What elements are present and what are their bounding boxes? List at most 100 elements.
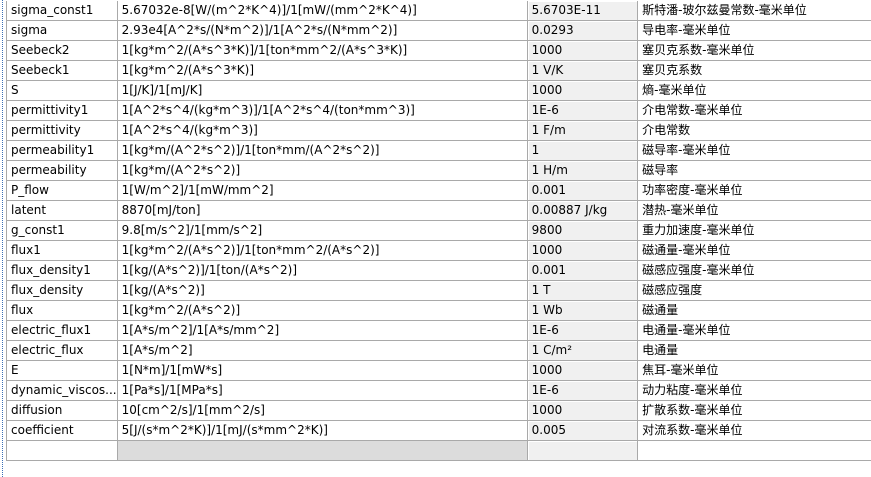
parameter-description-cell[interactable]: 介电常数	[637, 120, 871, 141]
parameter-description-cell[interactable]: 潜热-毫米单位	[637, 200, 871, 221]
table-row[interactable]: g_const1 9.8[m/s^2]/1[mm/s^2] 9800 重力加速度-毫米…	[6, 220, 871, 241]
parameter-description-cell[interactable]: 磁通量-毫米单位	[637, 240, 871, 261]
table-row[interactable]: flux_density1 1[kg/(A*s^2)]/1[ton/(A*s^2)…	[6, 260, 871, 281]
parameter-description-cell[interactable]: 功率密度-毫米单位	[637, 180, 871, 201]
parameters-table: sigma_const1 5.67032e-8[W/(m^2*K^4)]/1[mW…	[6, 1, 871, 461]
table-row[interactable]: electric_flux1 1[A*s/m^2]/1[A*s/mm^2] 1E-6…	[6, 320, 871, 341]
table-row[interactable]: latent 8870[mJ/ton] 0.00887 J/kg 潜热-毫米单位	[6, 200, 871, 221]
parameter-description-cell[interactable]: 塞贝克系数	[637, 60, 871, 81]
table-row[interactable]: sigma_const1 5.67032e-8[W/(m^2*K^4)]/1[mW…	[6, 1, 871, 21]
table-row[interactable]: flux_density 1[kg/(A*s^2)] 1 T 磁感应强度	[6, 280, 871, 301]
parameter-expression-cell[interactable]: 8870[mJ/ton]	[116, 200, 528, 221]
table-row[interactable]: Seebeck1 1[kg*m^2/(A*s^3*K)] 1 V/K 塞贝克系数	[6, 60, 871, 81]
parameter-description-cell[interactable]: 电通量	[637, 340, 871, 361]
table-row[interactable]: coefficient 5[J/(s*m^2*K)]/1[mJ/(s*mm^2*K…	[6, 420, 871, 441]
parameter-description-cell[interactable]: 介电常数-毫米单位	[637, 100, 871, 121]
parameter-name-cell[interactable]: flux1	[6, 240, 118, 261]
parameter-name-cell[interactable]: g_const1	[6, 220, 118, 241]
parameter-value-cell: 0.0293	[526, 20, 639, 41]
parameter-expression-cell[interactable]: 5.67032e-8[W/(m^2*K^4)]/1[mW/(mm^2*K^4)]	[116, 1, 528, 21]
parameter-expression-cell[interactable]: 1[kg*m^2/(A*s^3*K)]	[116, 60, 528, 81]
parameter-description-cell[interactable]: 焦耳-毫米单位	[637, 360, 871, 381]
parameter-name-cell[interactable]: E	[6, 360, 118, 381]
parameter-value-cell: 1 F/m	[526, 120, 639, 141]
empty-parameter-name-cell[interactable]	[6, 440, 118, 461]
table-row[interactable]: permeability1 1[kg*m/(A^2*s^2)]/1[ton*mm/…	[6, 140, 871, 161]
parameter-expression-cell[interactable]: 1[W/m^2]/1[mW/mm^2]	[116, 180, 528, 201]
parameter-name-cell[interactable]: latent	[6, 200, 118, 221]
parameter-name-cell[interactable]: P_flow	[6, 180, 118, 201]
parameter-description-cell[interactable]: 磁导率-毫米单位	[637, 140, 871, 161]
parameter-description-cell[interactable]: 扩散系数-毫米单位	[637, 400, 871, 421]
parameter-name-cell[interactable]: flux	[6, 300, 118, 321]
parameter-name-cell[interactable]: electric_flux1	[6, 320, 118, 341]
parameter-name-cell[interactable]: electric_flux	[6, 340, 118, 361]
parameter-description-cell[interactable]: 熵-毫米单位	[637, 80, 871, 101]
parameter-name-cell[interactable]: S	[6, 80, 118, 101]
parameter-value-cell: 1 C/m²	[526, 340, 639, 361]
parameter-expression-cell[interactable]: 1[kg*m/(A^2*s^2)]	[116, 160, 528, 181]
parameter-value-cell: 0.00887 J/kg	[526, 200, 639, 221]
parameter-description-cell[interactable]: 磁导率	[637, 160, 871, 181]
table-row[interactable]: electric_flux 1[A*s/m^2] 1 C/m² 电通量	[6, 340, 871, 361]
parameter-expression-cell[interactable]: 1[kg/(A*s^2)]	[116, 280, 528, 301]
parameter-expression-cell[interactable]: 1[Pa*s]/1[MPa*s]	[116, 380, 528, 401]
parameter-expression-cell[interactable]: 1[A*s/m^2]	[116, 340, 528, 361]
parameter-expression-cell[interactable]: 10[cm^2/s]/1[mm^2/s]	[116, 400, 528, 421]
table-row[interactable]: Seebeck2 1[kg*m^2/(A*s^3*K)]/1[ton*mm^2/(…	[6, 40, 871, 61]
table-row[interactable]: flux1 1[kg*m^2/(A*s^2)]/1[ton*mm^2/(A*s^2…	[6, 240, 871, 261]
parameter-name-cell[interactable]: flux_density	[6, 280, 118, 301]
parameter-name-cell[interactable]: diffusion	[6, 400, 118, 421]
table-row[interactable]: permeability 1[kg*m/(A^2*s^2)] 1 H/m 磁导率	[6, 160, 871, 181]
parameter-name-cell[interactable]: permittivity	[6, 120, 118, 141]
new-parameter-row[interactable]	[6, 440, 871, 461]
parameter-expression-cell[interactable]: 1[kg*m^2/(A*s^2)]	[116, 300, 528, 321]
parameter-description-cell[interactable]: 对流系数-毫米单位	[637, 420, 871, 441]
parameter-description-cell[interactable]: 磁通量	[637, 300, 871, 321]
parameter-expression-cell[interactable]: 1[A^2*s^4/(kg*m^3)]	[116, 120, 528, 141]
parameter-name-cell[interactable]: permeability1	[6, 140, 118, 161]
table-row[interactable]: sigma 2.93e4[A^2*s/(N*m^2)]/1[A^2*s/(N*mm…	[6, 20, 871, 41]
parameter-description-cell[interactable]: 磁感应强度	[637, 280, 871, 301]
parameter-expression-cell[interactable]: 2.93e4[A^2*s/(N*m^2)]/1[A^2*s/(N*mm^2)]	[116, 20, 528, 41]
parameter-description-cell[interactable]: 塞贝克系数-毫米单位	[637, 40, 871, 61]
table-row[interactable]: P_flow 1[W/m^2]/1[mW/mm^2] 0.001 功率密度-毫米单位	[6, 180, 871, 201]
parameter-expression-cell[interactable]: 1[J/K]/1[mJ/K]	[116, 80, 528, 101]
parameter-description-cell[interactable]: 重力加速度-毫米单位	[637, 220, 871, 241]
parameter-name-cell[interactable]: Seebeck1	[6, 60, 118, 81]
parameter-expression-cell[interactable]: 1[A*s/m^2]/1[A*s/mm^2]	[116, 320, 528, 341]
parameter-name-cell[interactable]: dynamic_viscos...	[6, 380, 118, 401]
empty-parameter-description-cell[interactable]	[637, 440, 871, 461]
empty-parameter-expression-cell[interactable]	[116, 440, 528, 461]
parameter-name-cell[interactable]: permeability	[6, 160, 118, 181]
parameter-name-cell[interactable]: coefficient	[6, 420, 118, 441]
parameter-expression-cell[interactable]: 5[J/(s*m^2*K)]/1[mJ/(s*mm^2*K)]	[116, 420, 528, 441]
table-row[interactable]: diffusion 10[cm^2/s]/1[mm^2/s] 1000 扩散系数-毫米…	[6, 400, 871, 421]
parameter-description-cell[interactable]: 导电率-毫米单位	[637, 20, 871, 41]
table-row[interactable]: dynamic_viscos... 1[Pa*s]/1[MPa*s] 1E-6 动力粘…	[6, 380, 871, 401]
parameter-expression-cell[interactable]: 1[kg/(A*s^2)]/1[ton/(A*s^2)]	[116, 260, 528, 281]
parameter-name-cell[interactable]: Seebeck2	[6, 40, 118, 61]
parameter-expression-cell[interactable]: 1[A^2*s^4/(kg*m^3)]/1[A^2*s^4/(ton*mm^3)…	[116, 100, 528, 121]
parameter-description-cell[interactable]: 斯特潘-玻尔兹曼常数-毫米单位	[637, 1, 871, 21]
parameter-expression-cell[interactable]: 1[kg*m^2/(A*s^2)]/1[ton*mm^2/(A*s^2)]	[116, 240, 528, 261]
parameter-expression-cell[interactable]: 1[kg*m/(A^2*s^2)]/1[ton*mm/(A^2*s^2)]	[116, 140, 528, 161]
table-row[interactable]: S 1[J/K]/1[mJ/K] 1000 熵-毫米单位	[6, 80, 871, 101]
parameter-name-cell[interactable]: flux_density1	[6, 260, 118, 281]
parameter-value-cell: 1000	[526, 360, 639, 381]
parameter-name-cell[interactable]: permittivity1	[6, 100, 118, 121]
table-row[interactable]: E 1[N*m]/1[mW*s] 1000 焦耳-毫米单位	[6, 360, 871, 381]
parameter-description-cell[interactable]: 动力粘度-毫米单位	[637, 380, 871, 401]
parameter-expression-cell[interactable]: 1[N*m]/1[mW*s]	[116, 360, 528, 381]
parameter-description-cell[interactable]: 磁感应强度-毫米单位	[637, 260, 871, 281]
parameter-name-cell[interactable]: sigma	[6, 20, 118, 41]
parameter-description-cell[interactable]: 电通量-毫米单位	[637, 320, 871, 341]
parameter-value-cell: 0.001	[526, 260, 639, 281]
table-row[interactable]: permittivity1 1[A^2*s^4/(kg*m^3)]/1[A^2*s…	[6, 100, 871, 121]
table-row[interactable]: permittivity 1[A^2*s^4/(kg*m^3)] 1 F/m 介电常数	[6, 120, 871, 141]
parameter-expression-cell[interactable]: 1[kg*m^2/(A*s^3*K)]/1[ton*mm^2/(A*s^3*K)…	[116, 40, 528, 61]
parameter-expression-cell[interactable]: 9.8[m/s^2]/1[mm/s^2]	[116, 220, 528, 241]
table-row[interactable]: flux 1[kg*m^2/(A*s^2)] 1 Wb 磁通量	[6, 300, 871, 321]
parameter-name-cell[interactable]: sigma_const1	[6, 1, 118, 21]
empty-parameter-value-cell[interactable]	[526, 440, 639, 461]
